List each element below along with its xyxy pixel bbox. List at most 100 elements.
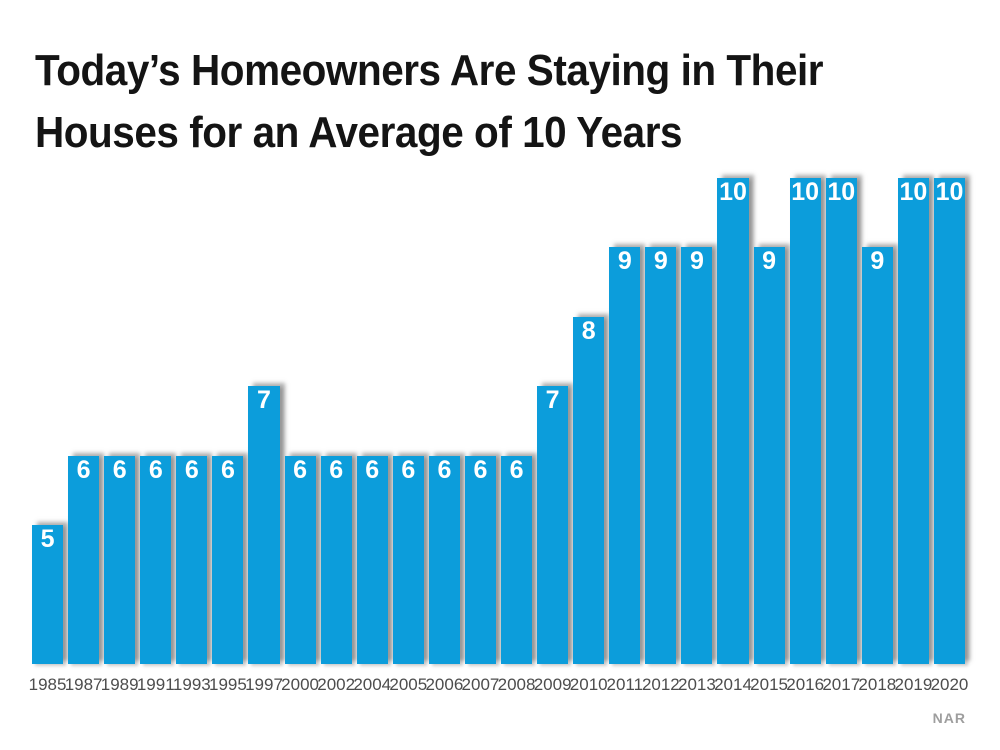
bar-column: 10 2020 — [931, 169, 968, 694]
bar-column: 6 2007 — [462, 447, 499, 694]
x-axis-label: 1997 — [245, 675, 283, 694]
x-axis-label: 2013 — [678, 675, 716, 694]
bar-column: 7 1997 — [245, 377, 283, 694]
source-attribution: NAR — [932, 710, 966, 726]
bar: 8 — [573, 316, 605, 664]
bar-column: 10 2014 — [714, 169, 752, 694]
bar-column: 6 1991 — [137, 447, 175, 694]
bar-value-label: 6 — [184, 455, 199, 484]
bar: 10 — [897, 177, 929, 664]
bar-column: 6 1995 — [209, 447, 247, 694]
x-axis-label: 2007 — [461, 675, 500, 694]
x-axis-label: 2005 — [389, 675, 428, 694]
x-axis-label: 2008 — [497, 675, 536, 694]
bar-column: 9 2011 — [607, 238, 643, 694]
bar-column: 6 2006 — [425, 447, 463, 694]
bar: 6 — [356, 455, 388, 664]
bar: 9 — [681, 247, 713, 664]
bar-value-label: 6 — [76, 455, 91, 484]
x-axis-label: 2012 — [641, 675, 680, 694]
x-axis-label: 1993 — [172, 675, 211, 694]
bar: 9 — [645, 247, 677, 664]
bar-column: 6 1987 — [65, 447, 103, 694]
bar-column: 6 2002 — [317, 447, 355, 694]
bar: 6 — [464, 455, 497, 664]
bar: 7 — [248, 386, 280, 664]
bar-value-label: 7 — [545, 386, 560, 414]
x-axis-label: 2015 — [750, 675, 789, 694]
bar-value-label: 9 — [762, 247, 777, 275]
x-axis-label: 2020 — [930, 675, 969, 694]
bar-value-label: 6 — [437, 455, 452, 484]
bar: 5 — [32, 525, 64, 664]
bar-chart: 5 1985 6 1987 6 1989 6 1991 6 1993 6 1995 7 1997 6 2000… — [29, 0, 968, 694]
bar-value-label: 6 — [293, 455, 308, 484]
x-axis-label: 2011 — [606, 675, 644, 694]
bar-value-label: 10 — [935, 177, 964, 206]
chart-title: Today’s Homeowners Are Staying in Their H… — [35, 40, 824, 164]
bar: 10 — [717, 177, 749, 664]
bar-value-label: 7 — [257, 386, 271, 414]
bar: 6 — [392, 455, 424, 664]
bar: 6 — [104, 455, 136, 664]
bar-value-label: 10 — [899, 177, 928, 206]
bar-value-label: 8 — [581, 316, 596, 345]
bar-value-label: 6 — [148, 455, 163, 484]
x-axis-label: 2000 — [281, 675, 319, 694]
bar-value-label: 6 — [112, 455, 127, 484]
chart-title-line-2: Houses for an Average of 10 Years — [35, 108, 683, 157]
x-axis-label: 1989 — [100, 675, 139, 694]
bar: 9 — [753, 247, 785, 664]
bar-value-label: 6 — [220, 455, 235, 484]
x-axis-label: 2016 — [786, 675, 825, 694]
bar-column: 9 2013 — [678, 238, 716, 694]
bar: 7 — [537, 386, 569, 664]
bar-column: 6 2004 — [353, 447, 391, 694]
x-axis-label: 2019 — [894, 675, 933, 694]
bar: 9 — [609, 247, 641, 664]
bar-value-label: 9 — [870, 247, 885, 275]
bar: 6 — [320, 455, 352, 664]
bar: 10 — [825, 177, 857, 664]
bar-value-label: 6 — [473, 455, 488, 484]
bar-column: 6 2000 — [281, 447, 319, 694]
x-axis-label: 2017 — [822, 675, 861, 694]
x-axis-label: 1985 — [28, 675, 67, 694]
x-axis-label: 2006 — [425, 675, 464, 694]
bar-column: 5 1985 — [29, 516, 66, 694]
bar-column: 6 1989 — [101, 447, 139, 694]
bar: 6 — [428, 455, 460, 664]
bar-column: 10 2019 — [894, 169, 932, 694]
bar-value-label: 10 — [719, 177, 747, 206]
bar-column: 9 2018 — [858, 238, 896, 694]
bar: 6 — [140, 455, 172, 664]
bar-value-label: 10 — [827, 177, 856, 206]
bar-value-label: 6 — [329, 455, 344, 484]
bar-value-label: 6 — [509, 455, 524, 484]
bar: 6 — [68, 455, 100, 664]
bar-column: 9 2012 — [642, 238, 680, 694]
bar-value-label: 6 — [365, 455, 380, 484]
bar-value-label: 5 — [40, 525, 55, 553]
x-axis-label: 2010 — [569, 675, 608, 694]
bar: 6 — [501, 455, 533, 664]
bar-column: 10 2016 — [786, 169, 824, 694]
chart-title-line-1: Today’s Homeowners Are Staying in Their — [35, 46, 824, 95]
bar: 6 — [176, 455, 208, 664]
bar: 9 — [861, 247, 893, 664]
bar-column: 8 2010 — [570, 308, 608, 694]
bar-column: 6 2005 — [389, 447, 427, 694]
x-axis-label: 1991 — [136, 675, 175, 694]
bar-column: 9 2015 — [750, 238, 788, 694]
bar-value-label: 9 — [689, 247, 704, 275]
bar: 6 — [284, 455, 316, 664]
x-axis-label: 2004 — [353, 675, 392, 694]
bar-column: 10 2017 — [822, 169, 860, 694]
x-axis-label: 2018 — [858, 675, 897, 694]
x-axis-label: 1987 — [64, 675, 103, 694]
x-axis-label: 2009 — [533, 675, 572, 694]
x-axis-label: 2014 — [714, 675, 752, 694]
bar-value-label: 9 — [653, 247, 668, 275]
bar: 10 — [789, 177, 821, 664]
